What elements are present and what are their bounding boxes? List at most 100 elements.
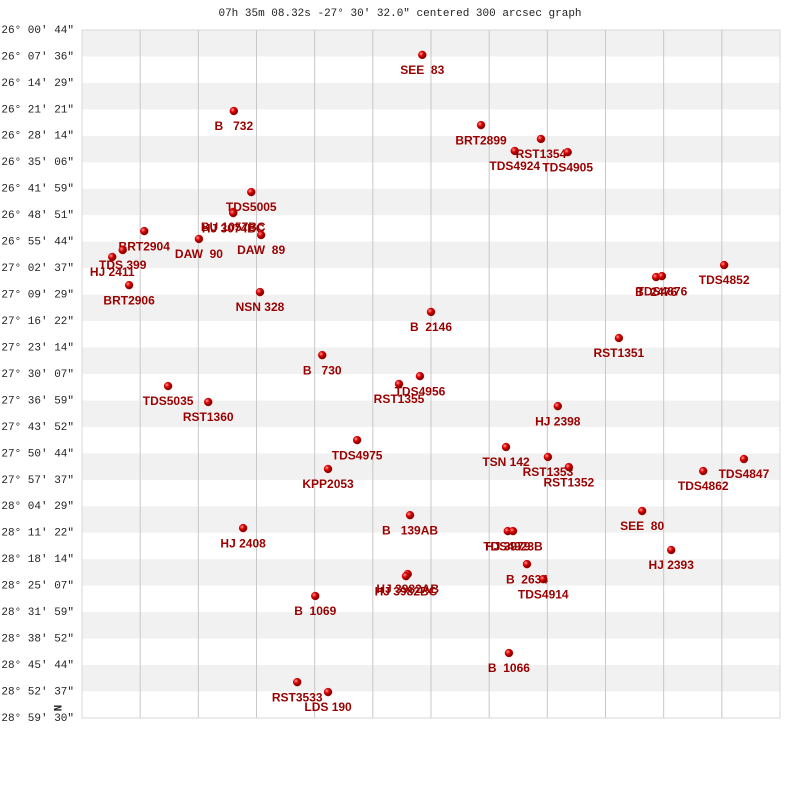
y-tick-label: -28° 31' 59"	[0, 607, 74, 619]
star	[238, 523, 248, 533]
star	[394, 379, 404, 389]
star	[637, 506, 647, 516]
star	[323, 464, 333, 474]
star	[229, 106, 239, 116]
star	[293, 677, 302, 687]
star	[543, 452, 553, 462]
star	[318, 350, 327, 360]
star	[476, 120, 486, 130]
y-tick-label: -26° 35' 06"	[0, 157, 74, 169]
star-label: RST1351	[594, 346, 645, 360]
star	[204, 397, 213, 407]
star	[563, 147, 572, 157]
star-label: HJ 2408	[220, 536, 266, 550]
star-label: TDS4852	[699, 273, 750, 287]
star	[124, 280, 134, 290]
star	[229, 208, 238, 218]
north-label: N	[50, 705, 62, 712]
star-label: SEE 80	[620, 519, 664, 533]
chart-title: 07h 35m 08.32s -27° 30′ 32.0" centered 3…	[218, 8, 581, 20]
star	[255, 287, 265, 297]
star	[194, 234, 204, 244]
y-tick-label: -26° 14' 29"	[0, 78, 74, 90]
y-tick-label: -28° 04' 29"	[0, 501, 74, 513]
star-label: RST3533	[272, 690, 323, 704]
star-label: B 730	[303, 363, 342, 377]
y-tick-label: -28° 25' 07"	[0, 581, 74, 593]
y-tick-label: -26° 55' 44"	[0, 237, 74, 249]
star-label: HJ 2398	[535, 414, 581, 428]
star	[118, 245, 127, 255]
star-label: BRT2904	[119, 239, 171, 253]
star	[108, 252, 117, 262]
y-tick-label: -26° 00' 44"	[0, 25, 74, 37]
star-label: TDS4862	[678, 479, 729, 493]
star	[415, 371, 425, 381]
y-tick-label: -26° 07' 36"	[0, 51, 74, 63]
star-label: TDS4923B	[483, 539, 543, 553]
star-label: SEE 83	[400, 63, 444, 77]
star	[311, 591, 320, 601]
star	[140, 226, 149, 236]
y-tick-label: -28° 59' 30"	[0, 713, 74, 725]
star-label: TDS5005	[226, 200, 277, 214]
star	[657, 271, 667, 281]
star-label: TSN 142	[482, 455, 530, 469]
star-label: HJ 3074BC	[202, 221, 265, 235]
star	[508, 526, 518, 536]
star-label: TDS4847	[719, 467, 770, 481]
y-tick-label: -27° 50' 44"	[0, 448, 74, 460]
star-label: NSN 328	[236, 300, 285, 314]
star	[323, 687, 333, 697]
y-tick-label: -28° 45' 44"	[0, 660, 74, 672]
y-tick-label: -26° 28' 14"	[0, 131, 74, 143]
y-tick-label: -27° 30' 07"	[0, 369, 74, 381]
star-label: RST1354	[516, 147, 567, 161]
star	[667, 545, 676, 555]
y-tick-label: -27° 57' 37"	[0, 475, 74, 487]
star	[536, 134, 546, 144]
star-label: BRT2906	[103, 293, 155, 307]
y-tick-label: -28° 38' 52"	[0, 634, 74, 646]
star-label: HJ 3982AB	[376, 582, 439, 596]
y-tick-label: -28° 11' 22"	[0, 528, 74, 540]
star	[553, 401, 563, 411]
star-label: KPP2053	[302, 477, 354, 491]
star-label: DAW 90	[175, 247, 223, 261]
star	[539, 574, 548, 584]
y-tick-label: -27° 43' 52"	[0, 422, 74, 434]
star	[504, 648, 514, 658]
y-tick-label: -26° 48' 51"	[0, 210, 74, 222]
y-tick-label: -28° 18' 14"	[0, 554, 74, 566]
star-label: TDS4956	[395, 384, 446, 398]
plot-border	[81, 29, 781, 719]
star-label: B 1066	[488, 661, 530, 675]
y-tick-label: -28° 52' 37"	[0, 686, 74, 698]
star-label: B 2476	[635, 285, 677, 299]
y-tick-label: -27° 02' 37"	[0, 263, 74, 275]
y-tick-label: -27° 16' 22"	[0, 316, 74, 328]
star	[247, 187, 256, 197]
star-label: RST1355	[374, 392, 425, 406]
star	[405, 510, 415, 520]
star-label: BRT2899	[455, 133, 507, 147]
star	[510, 146, 519, 156]
star-label: B 1069	[294, 604, 336, 618]
star-label: B 732	[214, 119, 253, 133]
star	[719, 260, 729, 270]
star-label: TDS 399	[99, 258, 147, 272]
star-label: HJ 2393	[649, 558, 695, 572]
y-tick-label: -27° 36' 59"	[0, 395, 74, 407]
star-label: TDS4905	[542, 160, 593, 174]
star	[426, 307, 436, 317]
star-label: HJ 3979	[485, 539, 531, 553]
star-label: BU 1057BC	[201, 220, 266, 234]
star-label: TDS4914	[518, 587, 569, 601]
star	[501, 442, 511, 452]
star	[352, 435, 362, 445]
y-tick-label: -27° 09' 29"	[0, 290, 74, 302]
star-label: RST1353	[523, 465, 574, 479]
star-label: LDS 190	[304, 700, 352, 714]
